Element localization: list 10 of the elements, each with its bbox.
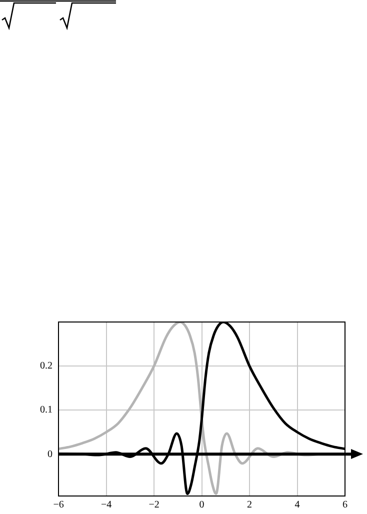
x-tick-label: −2 [148, 500, 160, 511]
y-tick-label: 0.2 [40, 360, 52, 372]
x-tick-label: 6 [342, 500, 348, 511]
x-tick-label: −6 [53, 500, 64, 511]
y-tick-label: 0.1 [40, 404, 52, 416]
x-tick-label: −4 [100, 500, 112, 511]
y-tick-label: 0 [48, 448, 52, 460]
x-tick-label: 2 [247, 500, 252, 511]
x-tick-label: 4 [294, 500, 300, 511]
x-tick-label: 0 [199, 500, 204, 511]
